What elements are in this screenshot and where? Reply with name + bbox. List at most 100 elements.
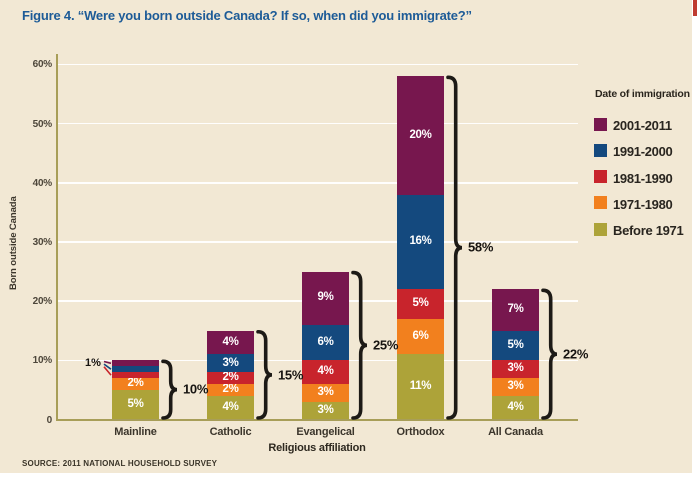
bar-segment-mainline-1991-2000 <box>112 366 159 373</box>
legend-title: Date of immigration <box>595 88 690 100</box>
legend-swatch <box>594 117 607 131</box>
legend-item-label: 1981-1990 <box>613 170 673 186</box>
segment-value-label: 2% <box>222 383 239 396</box>
segment-value-label: 2% <box>127 377 144 390</box>
segment-value-label: 6% <box>317 335 334 348</box>
page-edge-red-mark <box>693 0 697 16</box>
bar-segment-all-canada-2001-2011: 7% <box>492 289 539 331</box>
bar-segment-mainline-before-1971: 5% <box>112 389 159 420</box>
bar-segment-all-canada-1991-2000: 5% <box>492 330 539 361</box>
y-axis-line <box>56 54 58 420</box>
bar-segment-orthodox-1971-1980: 6% <box>397 318 444 355</box>
bar-segment-all-canada-1971-1980: 3% <box>492 378 539 396</box>
segment-value-label: 4% <box>317 365 334 378</box>
bar-segment-evangelical-1991-2000: 6% <box>302 324 349 361</box>
y-tick-label-20: 20% <box>32 296 53 308</box>
segment-value-label: 9% <box>317 291 334 304</box>
category-label-orthodox: Orthodox <box>396 426 445 438</box>
legend-item-1971-1980: 1971-1980 <box>594 196 694 212</box>
bar-segment-evangelical-2001-2011: 9% <box>302 271 349 325</box>
segment-value-label: 16% <box>409 235 432 248</box>
bar-segment-all-canada-before-1971: 4% <box>492 395 539 420</box>
segment-value-label: 4% <box>222 400 239 413</box>
segment-value-label: 3% <box>507 362 524 375</box>
segment-value-label: 2% <box>222 371 239 384</box>
y-axis-title: Born outside Canada <box>8 196 19 290</box>
brace-catholic <box>256 329 273 420</box>
category-label-evangelical: Evangelical <box>296 426 355 438</box>
bar-segment-evangelical-1971-1980: 3% <box>302 383 349 402</box>
y-tick-label-0: 0 <box>46 414 53 426</box>
bar-segment-orthodox-1981-1990: 5% <box>397 289 444 319</box>
segment-value-label: 3% <box>317 403 334 416</box>
bar-segment-mainline-1971-1980: 2% <box>112 378 159 390</box>
category-label-all-canada: All Canada <box>488 426 543 438</box>
gridline-30 <box>58 241 578 243</box>
total-label-evangelical: 25% <box>373 337 399 353</box>
legend-item-label: Before 1971 <box>613 223 684 239</box>
legend-items: 2001-2011 1991-2000 1981-1990 1971-1980 Befo… <box>594 88 694 258</box>
total-label-all-canada: 22% <box>563 346 589 362</box>
y-tick-label-40: 40% <box>32 177 53 189</box>
segment-value-label: 7% <box>507 303 524 316</box>
segment-value-label: 4% <box>222 335 239 348</box>
legend-item-label: 1991-2000 <box>613 144 673 160</box>
bar-segment-catholic-1971-1980: 2% <box>207 384 254 396</box>
bar-segment-mainline-1981-1990 <box>112 372 159 379</box>
callout-label: 1% <box>85 357 101 369</box>
callout-leader-line <box>103 363 112 370</box>
legend-item-label: 1971-1980 <box>613 196 673 212</box>
source-note: SOURCE: 2011 NATIONAL HOUSEHOLD SURVEY <box>22 459 218 468</box>
legend-item-2001-2011: 2001-2011 <box>594 117 694 133</box>
legend-swatch <box>594 143 607 157</box>
brace-orthodox <box>446 75 463 420</box>
total-label-orthodox: 58% <box>468 239 494 255</box>
segment-value-label: 4% <box>507 400 524 413</box>
legend-item-1991-2000: 1991-2000 <box>594 143 694 160</box>
bar-segment-evangelical-before-1971: 3% <box>302 401 349 420</box>
y-tick-label-30: 30% <box>32 236 53 248</box>
bar-segment-catholic-1991-2000: 3% <box>207 354 254 373</box>
legend-swatch <box>594 222 607 236</box>
legend-swatch <box>594 170 607 184</box>
segment-value-label: 5% <box>507 338 524 351</box>
bar-segment-catholic-2001-2011: 4% <box>207 330 254 355</box>
x-axis-line <box>56 419 578 421</box>
legend-item-label: 2001-2011 <box>613 118 672 133</box>
bar-segment-catholic-before-1971: 4% <box>207 395 254 420</box>
callout-leader-line <box>103 366 112 376</box>
gridline-60 <box>58 63 578 66</box>
y-tick-label-60: 60% <box>32 59 53 71</box>
category-label-mainline: Mainline <box>114 426 157 438</box>
figure-title: Figure 4. “Were you born outside Canada?… <box>22 8 472 23</box>
segment-value-label: 5% <box>127 397 144 410</box>
bar-segment-evangelical-1981-1990: 4% <box>302 360 349 384</box>
x-axis-title: Religious affiliation <box>268 442 366 454</box>
segment-value-label: 5% <box>412 297 429 310</box>
segment-value-label: 20% <box>409 128 432 141</box>
segment-value-label: 11% <box>409 380 432 393</box>
legend-swatch <box>594 196 607 210</box>
brace-all-canada <box>541 288 558 420</box>
y-tick-label-10: 10% <box>32 355 53 367</box>
bar-segment-orthodox-before-1971: 11% <box>397 354 444 420</box>
bar-segment-catholic-1981-1990: 2% <box>207 372 254 384</box>
bar-segment-all-canada-1981-1990: 3% <box>492 360 539 379</box>
gridline-50 <box>58 122 578 125</box>
category-label-catholic: Catholic <box>209 426 252 438</box>
segment-value-label: 6% <box>412 329 429 342</box>
legend-item-1981-1990: 1981-1990 <box>594 170 694 186</box>
segment-value-label: 3% <box>317 386 334 399</box>
gridline-40 <box>58 182 578 184</box>
bar-segment-orthodox-1991-2000: 16% <box>397 194 444 290</box>
segment-value-label: 3% <box>222 356 239 369</box>
bar-segment-mainline-2001-2011 <box>112 360 159 367</box>
y-tick-label-50: 50% <box>32 118 53 130</box>
bar-segment-orthodox-2001-2011: 20% <box>397 76 444 195</box>
segment-value-label: 3% <box>507 380 524 393</box>
callout-leader-line <box>103 360 112 365</box>
total-label-mainline: 10% <box>183 381 209 397</box>
brace-mainline <box>161 359 178 420</box>
